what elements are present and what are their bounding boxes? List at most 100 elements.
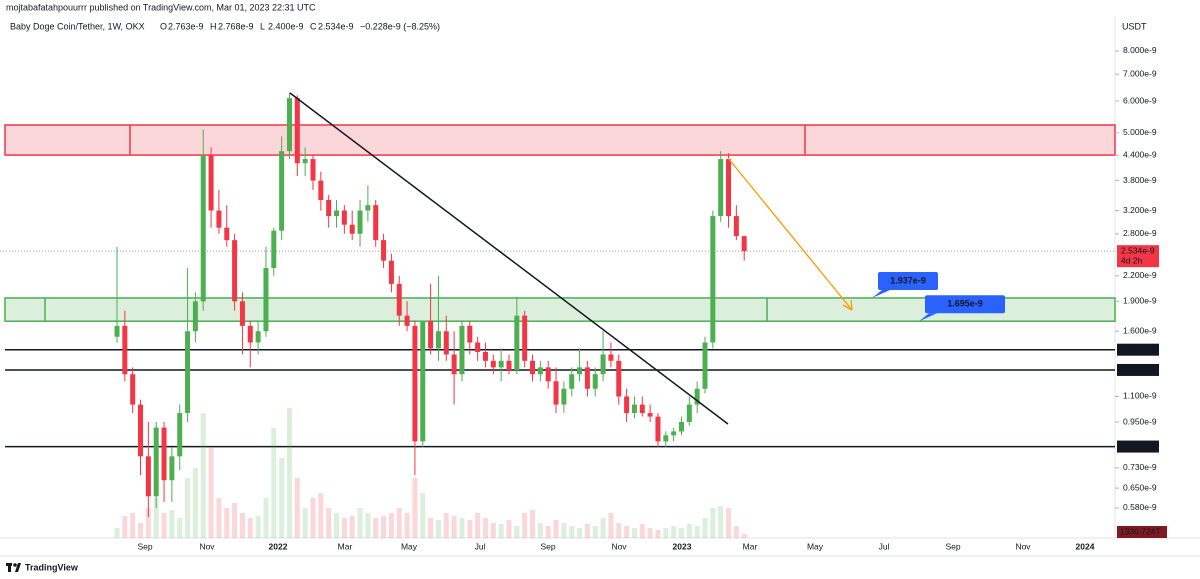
y-tick-label: 0.650e-9 <box>1123 482 1157 492</box>
volume-bar <box>631 528 637 538</box>
candle-body <box>537 367 543 375</box>
volume-bar <box>741 533 747 538</box>
volume-bar <box>404 513 410 538</box>
candle-body <box>153 427 159 497</box>
volume-bar <box>255 516 261 538</box>
candle-body <box>592 374 598 389</box>
x-tick-label: Nov <box>611 541 627 551</box>
volume-bar <box>396 508 402 538</box>
volume-bar <box>443 513 449 538</box>
volume-bar <box>616 523 622 538</box>
callout <box>878 271 938 290</box>
volume-bar <box>161 513 167 538</box>
candle-body <box>506 360 512 371</box>
volume-bar <box>537 523 543 538</box>
candle-body <box>349 224 355 234</box>
volume-bar <box>412 478 418 538</box>
volume-bar <box>686 524 692 538</box>
volume-label-box <box>1117 526 1167 538</box>
volume-bar <box>177 518 183 538</box>
candle-body <box>404 315 410 326</box>
y-tick-label: 5.000e-9 <box>1123 127 1157 137</box>
candle-body <box>200 155 206 302</box>
last-price-box <box>1117 245 1159 268</box>
symbol: Baby Doge Coin/Tether, 1W, OKX <box>10 21 145 31</box>
volume-bar <box>232 503 238 538</box>
volume-bar <box>365 513 371 538</box>
volume-bar <box>584 524 590 538</box>
callout <box>925 295 1005 314</box>
volume-bar <box>185 478 191 538</box>
logo <box>6 563 21 572</box>
volume-bar <box>506 520 512 538</box>
candle-body <box>177 413 183 457</box>
candle-body <box>334 210 340 217</box>
candle-body <box>365 205 371 211</box>
volume-bar <box>388 513 394 538</box>
x-tick-label: 2023 <box>673 541 692 551</box>
volume-bar <box>286 408 292 538</box>
arrow-line <box>727 157 853 311</box>
volume-bar <box>726 508 732 538</box>
level-box <box>1117 343 1159 356</box>
volume-bar <box>694 526 700 538</box>
volume-bar <box>718 506 724 538</box>
candle-body <box>114 325 120 337</box>
volume-bar <box>357 508 363 538</box>
candle-body <box>490 360 496 368</box>
brand: TradingView <box>25 562 79 572</box>
volume-bar <box>239 513 245 538</box>
candle-body <box>145 456 151 497</box>
volume-bar <box>114 528 120 538</box>
volume-bar <box>435 520 441 538</box>
callout-label: 1.695e-9 <box>947 299 983 309</box>
volume-bar <box>420 493 426 538</box>
zone <box>4 124 1116 156</box>
volume-bar <box>459 518 465 538</box>
candle-body <box>388 260 394 284</box>
x-tick-label: Jul <box>879 541 890 551</box>
volume-bar <box>663 528 669 538</box>
x-tick-label: Nov <box>199 541 215 551</box>
candle-body <box>224 227 230 241</box>
volume-bar <box>482 518 488 538</box>
y-tick-label: 1.600e-9 <box>1123 325 1157 335</box>
volume-bar <box>192 468 198 538</box>
volume-bar <box>553 520 559 538</box>
volume-bar <box>639 524 645 538</box>
y-tick-label: 3.200e-9 <box>1123 205 1157 215</box>
x-tick-label: Sep <box>540 541 555 551</box>
volume-bar <box>381 516 387 538</box>
candle-body <box>584 367 590 389</box>
volume-bar <box>247 518 253 538</box>
volume-bar <box>577 528 583 538</box>
volume-bar <box>279 458 285 538</box>
volume-bar <box>326 508 332 538</box>
volume-bar <box>655 530 661 538</box>
x-tick-label: Mar <box>743 541 758 551</box>
candle-body <box>381 240 387 261</box>
volume-bar <box>475 513 481 538</box>
candle-body <box>741 236 747 252</box>
candle-body <box>459 325 465 375</box>
header: mojtabafatahpouurrr published on Trading… <box>6 2 316 12</box>
candle-body <box>341 210 347 225</box>
candle-body <box>169 456 175 481</box>
candle-body <box>122 325 128 375</box>
volume-bar <box>334 513 340 538</box>
volume-bar <box>169 510 175 538</box>
volume-bar <box>153 498 159 538</box>
candle-body <box>271 230 277 269</box>
candle-body <box>373 205 379 241</box>
candle-body <box>232 240 238 302</box>
candle-body <box>639 404 645 414</box>
y-tick-label: 0.580e-9 <box>1123 502 1157 512</box>
candle-body <box>671 431 677 436</box>
candle-body <box>396 283 402 316</box>
candle-body <box>435 331 441 349</box>
candle-body <box>412 325 418 442</box>
candle-body <box>694 388 700 405</box>
candle-body <box>718 159 724 217</box>
volume-bar <box>561 523 567 538</box>
